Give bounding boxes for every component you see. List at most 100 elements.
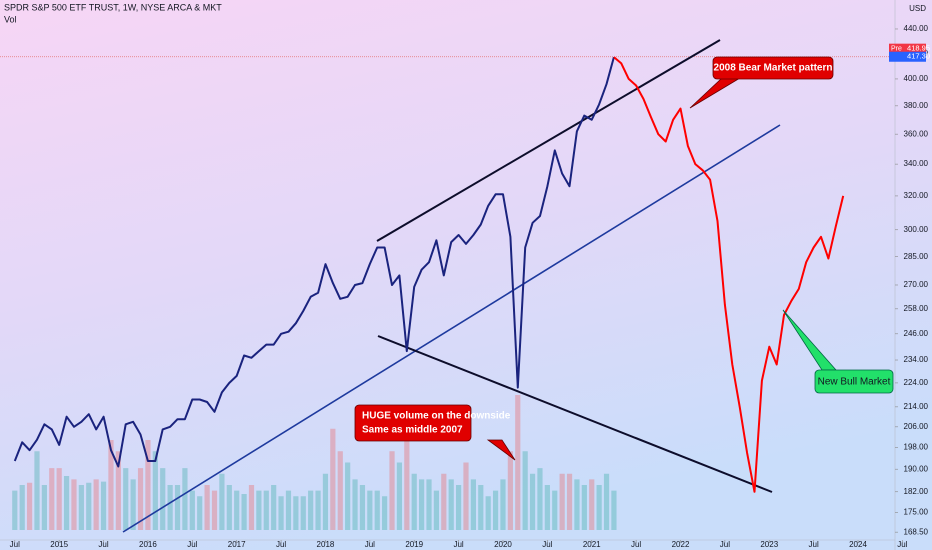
volume-bar (470, 479, 476, 530)
x-tick-label: 2021 (583, 540, 601, 549)
volume-bar (115, 451, 121, 530)
volume-bar (507, 451, 513, 530)
volume-bar (515, 395, 521, 530)
volume-bar (12, 490, 18, 530)
volume-bar (500, 479, 506, 530)
volume-bar (130, 479, 136, 530)
y-tick-label: 285.00 (904, 252, 929, 261)
y-tick-label: 198.00 (904, 443, 929, 452)
x-tick-label: 2022 (672, 540, 690, 549)
volume-bar (345, 462, 351, 530)
y-tick-label: 270.00 (904, 280, 929, 289)
y-tick-label: 300.00 (904, 225, 929, 234)
callout-text: HUGE volume on the downside (362, 411, 511, 422)
callout-text: 2008 Bear Market pattern (714, 63, 833, 74)
volume-bar (315, 490, 321, 530)
volume-label: Vol (4, 14, 17, 24)
volume-bar (204, 485, 210, 530)
volume-bar (492, 490, 499, 530)
price-label-value: 418.95 (907, 44, 930, 53)
volume-bar (352, 479, 358, 530)
volume-bar (211, 490, 218, 530)
price-label-value: 417.30 (907, 52, 930, 61)
volume-bar (463, 462, 469, 530)
volume-bar (234, 490, 240, 530)
volume-bar (241, 494, 247, 530)
price-label-box (889, 43, 926, 54)
volume-layer (12, 395, 617, 530)
volume-bar (478, 485, 484, 530)
volume-bar (322, 473, 329, 530)
callout-pointer (486, 439, 516, 461)
volume-bar (293, 496, 299, 530)
x-tick-label: Jul (98, 540, 108, 549)
volume-bar (123, 468, 129, 530)
volume-bar (86, 482, 92, 530)
chart-title: SPDR S&P 500 ETF TRUST, 1W, NYSE ARCA & … (4, 2, 222, 12)
volume-bar (19, 485, 25, 530)
y-tick-label: 380.00 (904, 101, 929, 110)
volume-bar (263, 490, 269, 530)
y-tick-label: 206.00 (904, 422, 929, 431)
volume-bar (382, 496, 388, 530)
volume-bar (529, 473, 536, 530)
volume-bar (419, 479, 425, 530)
volume-bar (433, 490, 440, 530)
volume-bar (426, 479, 432, 530)
volume-bar (552, 490, 558, 530)
volume-bar (71, 479, 77, 530)
volume-bar (448, 479, 454, 530)
callout-text: Same as middle 2007 (362, 425, 463, 436)
upper-trend-line (376, 39, 721, 242)
y-tick-label: 440.00 (904, 24, 929, 33)
y-tick-label: 340.00 (904, 159, 929, 168)
y-tick-label: 320.00 (904, 191, 929, 200)
y-tick-label: 175.00 (904, 507, 929, 516)
x-tick-label: Jul (631, 540, 641, 549)
volume-bar (404, 428, 410, 530)
volume-bar (174, 485, 181, 530)
y-tick-label: 258.00 (904, 304, 929, 313)
volume-bar (160, 468, 166, 530)
volume-bar (182, 468, 188, 530)
currency: USD (909, 4, 926, 13)
volume-bar (566, 473, 573, 530)
y-tick-label: 234.00 (904, 355, 929, 364)
volume-bar (330, 428, 336, 530)
volume-bar (152, 451, 158, 530)
volume-bar (359, 485, 366, 530)
volume-bar (308, 490, 314, 530)
price-label-box (889, 51, 926, 62)
price-line-series (613, 56, 845, 493)
volume-bar (367, 490, 373, 530)
volume-bar (596, 485, 602, 530)
lower-trend-line (377, 335, 773, 493)
x-tick-label: Jul (720, 540, 730, 549)
x-tick-label: 2018 (317, 540, 335, 549)
volume-bar (522, 451, 528, 530)
x-tick-label: Jul (809, 540, 819, 549)
volume-bar (145, 440, 151, 530)
volume-bar (581, 485, 587, 530)
x-tick-label: Jul (365, 540, 375, 549)
callout-box (354, 404, 472, 442)
x-tick-label: 2024 (849, 540, 867, 549)
volume-bar (559, 473, 565, 530)
x-tick-label: Jul (897, 540, 907, 549)
volume-bar (574, 479, 580, 530)
y-tick-label: 246.00 (904, 329, 929, 338)
volume-bar (389, 451, 395, 530)
price-line-series (13, 56, 615, 468)
volume-bar (226, 485, 232, 530)
volume-bar (485, 496, 491, 530)
volume-bar (441, 473, 447, 530)
volume-bar (93, 479, 99, 530)
x-tick-label: Jul (542, 540, 552, 549)
callout-box (814, 369, 894, 394)
volume-bar (256, 490, 262, 530)
volume-bar (219, 473, 225, 530)
y-tick-label: 190.00 (904, 464, 929, 473)
volume-bar (78, 485, 84, 530)
y-tick-label: 182.00 (904, 487, 929, 496)
